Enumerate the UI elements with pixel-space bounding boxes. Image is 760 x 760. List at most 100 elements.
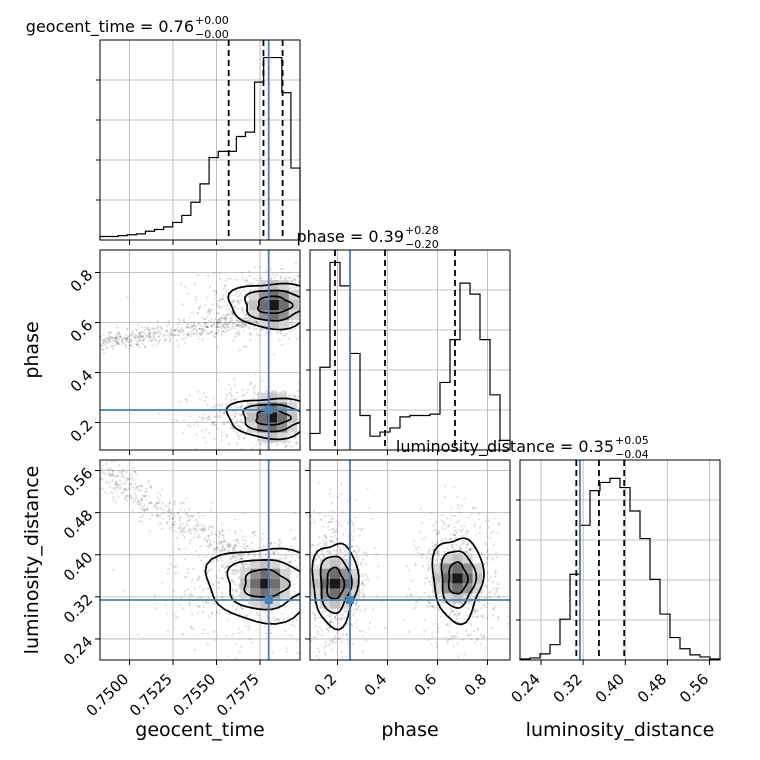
scatter-point	[214, 293, 217, 296]
scatter-point	[351, 522, 354, 525]
scatter-point	[126, 477, 129, 480]
scatter-point	[158, 499, 161, 502]
scatter-point	[192, 567, 195, 570]
scatter-point	[229, 320, 232, 323]
scatter-point	[169, 328, 172, 331]
scatter-point	[142, 342, 145, 345]
scatter-point	[272, 616, 275, 619]
scatter-point	[466, 607, 469, 610]
scatter-point	[235, 332, 238, 336]
scatter-point	[333, 637, 336, 640]
scatter-point	[138, 520, 141, 523]
scatter-point	[207, 537, 210, 540]
scatter-point	[222, 533, 225, 537]
scatter-point	[176, 334, 179, 337]
scatter-point	[198, 536, 201, 539]
scatter-point	[340, 551, 343, 554]
density-cell	[278, 290, 289, 300]
scatter-point	[435, 604, 439, 607]
scatter-point	[179, 524, 183, 528]
scatter-point	[231, 580, 234, 583]
scatter-point	[304, 324, 306, 326]
scatter-point	[247, 563, 250, 567]
x-tick-label: 0.32	[550, 670, 586, 706]
scatter-point	[159, 338, 162, 342]
scatter-point	[175, 419, 179, 423]
hist-geocent_time-background	[100, 40, 300, 240]
scatter-point	[196, 334, 199, 338]
density-cell	[277, 432, 288, 443]
scatter-point	[460, 525, 463, 528]
scatter-point	[208, 286, 212, 289]
scatter-point	[254, 266, 257, 269]
scatter-point	[185, 336, 188, 339]
density-cell	[267, 412, 278, 423]
scatter-point	[375, 595, 378, 598]
scatter-point	[475, 615, 478, 618]
scatter-point	[198, 515, 201, 518]
scatter-point	[114, 489, 118, 492]
scatter-point	[287, 550, 290, 553]
panel-title-plus: +0.05	[615, 434, 649, 447]
scatter-point	[222, 540, 225, 543]
scatter-point	[145, 334, 149, 337]
scatter-point	[176, 615, 179, 618]
scatter-point	[436, 540, 439, 543]
scatter-point	[188, 593, 191, 596]
scatter-point	[207, 587, 210, 590]
scatter-point	[241, 437, 244, 440]
density-cell	[258, 320, 269, 330]
scatter-point	[290, 580, 293, 583]
hist-panel-geocent_time	[96, 39, 301, 241]
scatter-point	[318, 512, 321, 515]
scatter-point	[452, 635, 455, 638]
scatter-point	[116, 341, 119, 344]
scatter-point	[474, 609, 477, 613]
scatter-point	[250, 447, 253, 450]
scatter-point	[353, 663, 355, 665]
scatter-point	[213, 602, 216, 606]
scatter-point	[230, 316, 233, 319]
scatter-point	[361, 527, 364, 530]
scatter-point	[497, 596, 500, 599]
scatter-point	[307, 531, 309, 533]
scatter-point	[226, 326, 229, 329]
panel-title-minus: −0.20	[405, 238, 439, 251]
scatter-point	[193, 324, 196, 327]
density-cell	[350, 568, 360, 579]
x-axis-label-luminosity_distance: luminosity_distance	[526, 719, 715, 741]
scatter-point	[302, 420, 304, 422]
scatter-point	[468, 674, 470, 676]
scatter-point	[329, 614, 332, 618]
scatter-point	[290, 280, 293, 283]
scatter-point	[184, 547, 187, 550]
scatter-point	[235, 391, 239, 394]
scatter-point	[431, 605, 434, 608]
scatter-point	[169, 563, 173, 566]
scatter-point	[455, 495, 458, 498]
scatter-point	[414, 601, 418, 604]
scatter-point	[193, 648, 196, 651]
x-tick-label: 0.7525	[126, 670, 176, 720]
scatter-point	[446, 517, 449, 520]
scatter-point	[253, 388, 256, 391]
density-cell	[278, 280, 289, 290]
scatter-point	[430, 552, 433, 556]
scatter-point	[170, 334, 173, 337]
scatter-point	[238, 558, 241, 561]
density-cell	[257, 412, 268, 423]
scatter-point	[234, 642, 237, 645]
x-tick-label: 0.24	[508, 670, 544, 706]
scatter-point	[212, 289, 215, 292]
scatter-point	[240, 324, 243, 327]
scatter-point	[218, 317, 221, 320]
scatter-point	[330, 639, 334, 642]
scatter-point	[292, 286, 295, 289]
scatter-point	[229, 558, 232, 561]
scatter-point	[218, 542, 221, 546]
scatter-point	[486, 561, 489, 565]
scatter-point	[228, 556, 232, 559]
scatter-point	[197, 611, 200, 615]
scatter-point	[247, 319, 251, 322]
scatter-point	[188, 323, 191, 326]
